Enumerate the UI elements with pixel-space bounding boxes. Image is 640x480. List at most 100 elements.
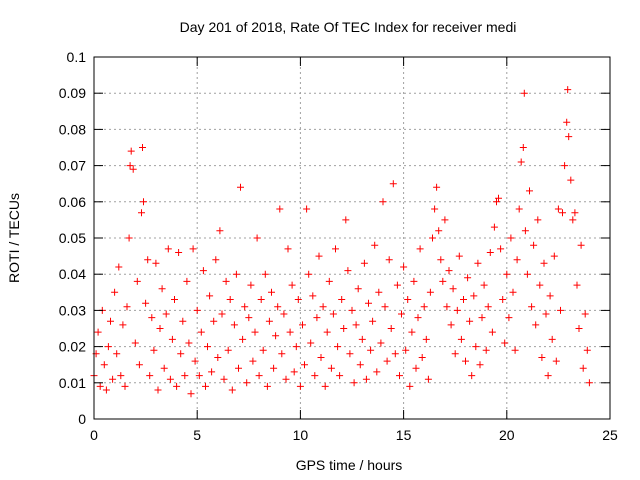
data-point — [284, 245, 292, 253]
data-point — [472, 343, 480, 351]
data-point — [173, 382, 181, 390]
data-point — [406, 382, 414, 390]
data-point — [261, 270, 269, 278]
data-point — [168, 335, 176, 343]
data-point — [416, 245, 424, 253]
data-point — [480, 281, 488, 289]
data-point — [280, 310, 288, 318]
data-point — [460, 296, 467, 303]
data-point — [534, 216, 542, 224]
data-point — [171, 296, 178, 303]
data-point — [286, 328, 294, 336]
data-point — [307, 339, 315, 347]
y-tick-label: 0.02 — [59, 339, 86, 355]
data-point — [579, 364, 587, 372]
data-point — [515, 205, 523, 213]
data-point — [119, 321, 127, 329]
x-tick-label: 0 — [90, 427, 98, 443]
data-point — [520, 89, 528, 97]
data-point — [526, 187, 533, 195]
data-point — [552, 357, 560, 365]
data-point — [571, 209, 579, 217]
data-point — [437, 256, 445, 264]
data-point — [482, 346, 490, 354]
data-point — [226, 296, 234, 303]
data-point — [486, 249, 494, 256]
data-point — [323, 328, 331, 336]
data-point — [338, 296, 346, 303]
x-tick-label: 25 — [602, 427, 618, 443]
data-point — [218, 310, 226, 318]
data-point — [150, 346, 158, 354]
data-point — [199, 267, 207, 275]
data-point — [445, 267, 453, 275]
data-point — [282, 375, 290, 383]
data-point — [383, 357, 391, 365]
data-point — [356, 361, 364, 369]
data-point — [148, 314, 156, 322]
data-point — [253, 234, 261, 242]
data-point — [135, 361, 143, 369]
data-point — [109, 375, 117, 383]
data-point — [418, 354, 426, 361]
data-point — [424, 375, 432, 383]
y-tick-label: 0.01 — [59, 375, 86, 391]
data-point — [544, 372, 552, 380]
data-point — [447, 321, 455, 329]
data-point — [542, 310, 550, 318]
data-point — [329, 310, 337, 318]
data-point — [420, 303, 428, 311]
data-point — [204, 343, 211, 351]
data-point — [187, 390, 195, 398]
data-point — [222, 277, 230, 285]
data-point — [532, 321, 540, 329]
data-point — [183, 277, 191, 285]
data-point — [577, 241, 585, 249]
data-point — [259, 346, 267, 354]
data-point — [408, 328, 416, 336]
chart-title: Day 201 of 2018, Rate Of TEC Index for r… — [180, 19, 517, 35]
data-point — [181, 372, 189, 380]
x-axis-label: GPS time / hours — [296, 457, 403, 473]
data-point — [431, 205, 439, 213]
data-point — [290, 368, 298, 376]
data-point — [139, 144, 146, 151]
y-tick-label: 0.07 — [59, 158, 86, 174]
data-point — [457, 335, 465, 343]
data-point — [179, 317, 187, 325]
data-point — [158, 285, 166, 293]
y-tick-label: 0.09 — [59, 85, 86, 101]
data-point — [166, 375, 174, 383]
data-point — [126, 162, 134, 170]
data-point — [301, 361, 308, 369]
data-point — [381, 303, 389, 311]
data-point — [476, 361, 484, 369]
data-point — [466, 317, 474, 325]
data-point — [305, 270, 313, 278]
data-point — [332, 245, 339, 253]
data-point — [484, 303, 492, 311]
data-point — [208, 368, 216, 376]
data-point — [441, 216, 449, 224]
data-point — [193, 306, 201, 314]
data-point — [336, 372, 344, 380]
data-point — [162, 310, 170, 318]
data-point — [497, 245, 505, 253]
data-point — [144, 256, 152, 264]
data-point — [573, 281, 581, 289]
data-point — [133, 277, 141, 285]
y-tick-label: 0.1 — [67, 49, 87, 65]
data-point — [164, 245, 172, 253]
data-point — [237, 183, 244, 191]
data-point — [402, 346, 410, 354]
data-point — [400, 263, 408, 271]
data-point — [557, 306, 564, 314]
data-point — [453, 306, 461, 314]
data-point — [212, 256, 220, 264]
data-points — [90, 86, 593, 398]
data-point — [387, 325, 395, 332]
data-point — [232, 270, 240, 278]
data-point — [340, 325, 348, 332]
data-point — [327, 364, 335, 372]
